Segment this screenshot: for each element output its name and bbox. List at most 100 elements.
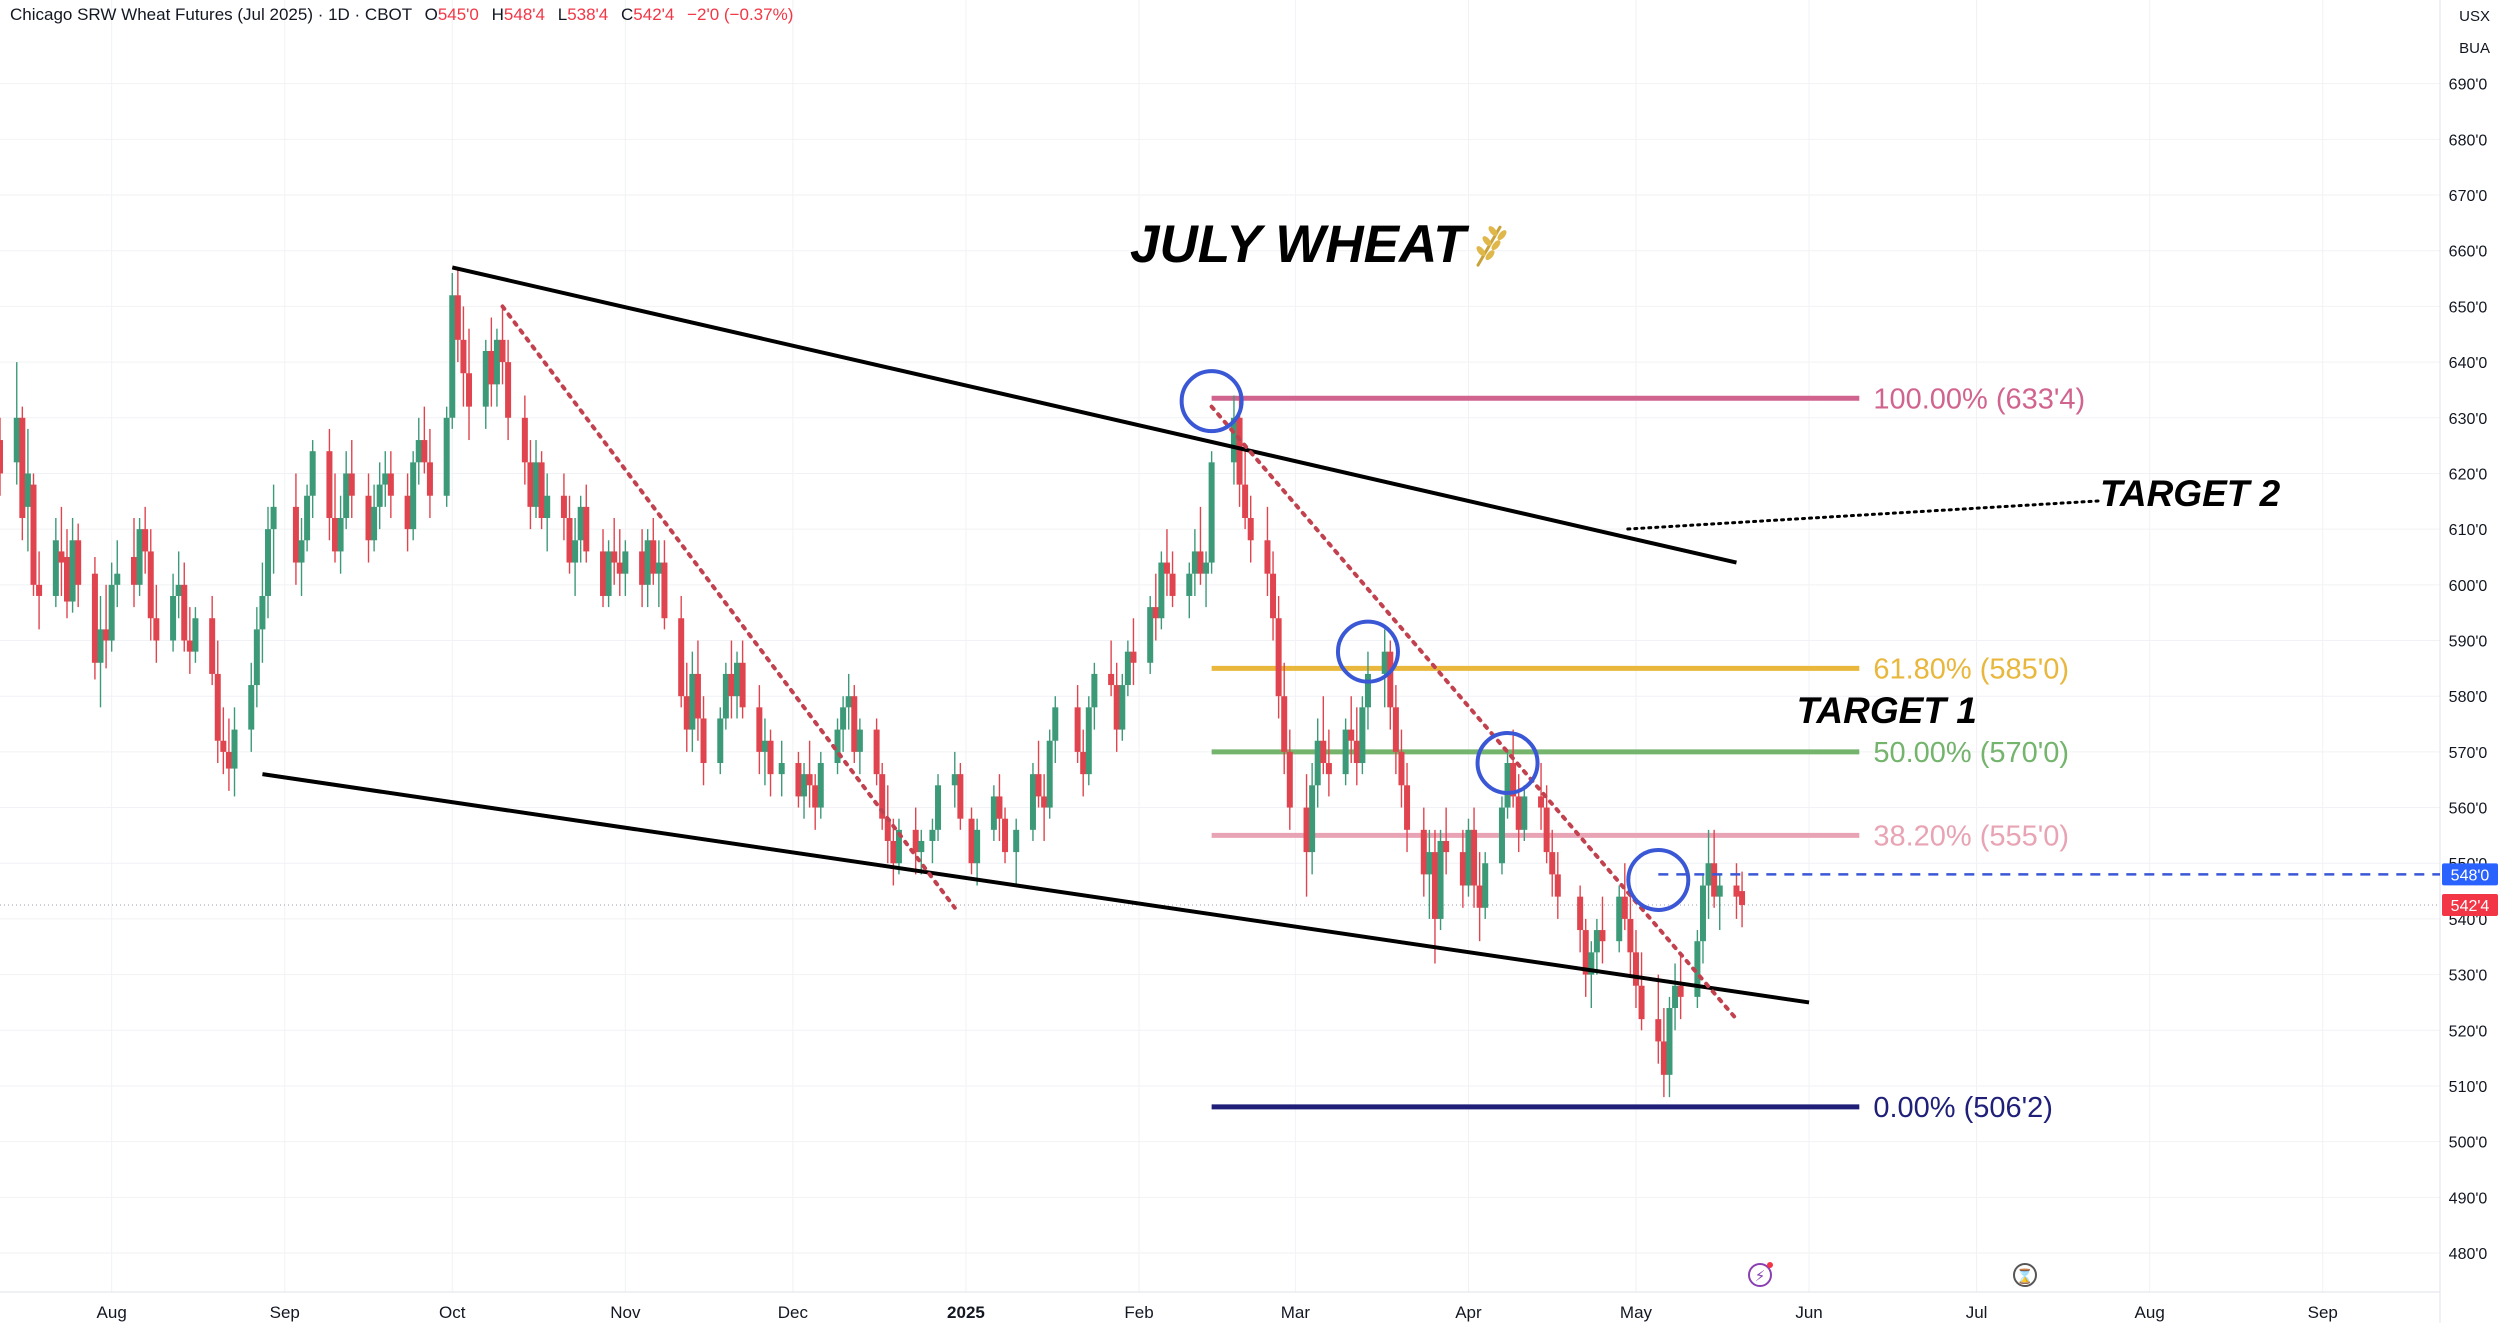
x-tick-label: 2025 bbox=[947, 1303, 985, 1322]
candle-body bbox=[220, 740, 227, 752]
candle-body bbox=[728, 673, 735, 697]
candle-body bbox=[739, 662, 746, 708]
y-tick-label: 540'0 bbox=[2449, 912, 2488, 929]
candle-body bbox=[248, 685, 255, 730]
candle-body bbox=[600, 551, 607, 596]
y-tick-label: 610'0 bbox=[2449, 522, 2488, 539]
y-tick-label: 490'0 bbox=[2449, 1190, 2488, 1207]
open-label: O bbox=[424, 5, 438, 24]
candle-body bbox=[756, 707, 763, 752]
candle-body bbox=[544, 495, 551, 519]
candle-body bbox=[449, 295, 456, 418]
candle-body bbox=[1197, 551, 1204, 574]
candle-body bbox=[734, 662, 741, 697]
candle-body bbox=[1392, 707, 1399, 752]
last-price-badge-label: 542'4 bbox=[2451, 898, 2490, 915]
candle-body bbox=[488, 350, 495, 385]
x-tick-label: Jun bbox=[1795, 1303, 1822, 1322]
candle-body bbox=[1085, 707, 1092, 775]
candle-body bbox=[52, 540, 59, 596]
candle-body bbox=[583, 506, 590, 552]
candle-body bbox=[75, 540, 82, 585]
y-tick-label: 480'0 bbox=[2449, 1246, 2488, 1263]
candle-body bbox=[1364, 673, 1371, 708]
x-tick-label: Jul bbox=[1966, 1303, 1988, 1322]
candle-body bbox=[1426, 852, 1433, 875]
x-tick-label: Oct bbox=[439, 1303, 466, 1322]
candle-body bbox=[1325, 763, 1332, 775]
candle-body bbox=[499, 339, 506, 363]
candle-body bbox=[91, 573, 98, 663]
candle-body bbox=[834, 729, 841, 764]
candle-body bbox=[376, 484, 383, 507]
symbol-title[interactable]: Chicago SRW Wheat Futures (Jul 2025) · 1… bbox=[10, 5, 412, 24]
candle-body bbox=[421, 440, 428, 463]
currency-label[interactable]: USX bbox=[2459, 8, 2490, 25]
candle-body bbox=[655, 562, 662, 574]
candle-body bbox=[722, 673, 729, 719]
wheat-grain bbox=[1476, 246, 1486, 257]
x-tick-label: Feb bbox=[1124, 1303, 1153, 1322]
target1-label: TARGET 1 bbox=[1797, 690, 1977, 731]
hourglass-event-icon[interactable] bbox=[2013, 1263, 2037, 1287]
candle-body bbox=[1504, 763, 1511, 808]
x-tick-label: May bbox=[1620, 1303, 1653, 1322]
candle-body bbox=[36, 584, 43, 596]
candle-body bbox=[1521, 796, 1528, 830]
fib-label: 50.00% (570'0) bbox=[1873, 737, 2069, 769]
candle-body bbox=[332, 518, 339, 552]
lightning-event-icon[interactable] bbox=[1748, 1263, 1772, 1287]
candle-body bbox=[622, 551, 629, 574]
candle-body bbox=[1074, 707, 1081, 752]
y-tick-label: 570'0 bbox=[2449, 745, 2488, 762]
candle-body bbox=[1621, 896, 1628, 919]
candle-body bbox=[1314, 740, 1321, 786]
candle-body bbox=[97, 629, 104, 663]
candle-body bbox=[1029, 774, 1036, 830]
candle-body bbox=[577, 506, 584, 541]
candle-body bbox=[1359, 707, 1366, 764]
candle-body bbox=[840, 707, 847, 730]
candle-body bbox=[1342, 729, 1349, 775]
candle-body bbox=[817, 763, 824, 808]
candle-body bbox=[1404, 785, 1411, 830]
candle-body bbox=[1739, 891, 1746, 906]
candle-body bbox=[1577, 896, 1584, 931]
candle-body bbox=[348, 473, 355, 496]
candle-body bbox=[1013, 829, 1020, 853]
candle-body bbox=[795, 763, 802, 797]
candle-body bbox=[560, 495, 567, 519]
mode-label[interactable]: BUA bbox=[2459, 40, 2490, 57]
candle-body bbox=[884, 818, 891, 841]
candle-body bbox=[337, 518, 344, 552]
candle-body bbox=[873, 729, 880, 775]
wheat-grain bbox=[1482, 236, 1492, 247]
channel-lower-line bbox=[262, 772, 1810, 1005]
candle-body bbox=[1733, 885, 1740, 897]
fib-label: 0.00% (506'2) bbox=[1873, 1092, 2053, 1124]
open-value: 545'0 bbox=[437, 5, 479, 24]
x-tick-label: Sep bbox=[2308, 1303, 2338, 1322]
candle-body bbox=[990, 796, 997, 830]
candle-body bbox=[1348, 729, 1355, 741]
candle-body bbox=[1716, 885, 1723, 897]
candle-body bbox=[778, 763, 785, 775]
candle-body bbox=[1549, 852, 1556, 875]
candle-body bbox=[265, 529, 272, 596]
candle-body bbox=[1554, 874, 1561, 897]
candle-body bbox=[460, 339, 467, 374]
candle-body bbox=[270, 506, 277, 530]
candle-body bbox=[957, 774, 964, 819]
candle-body bbox=[1638, 985, 1645, 1020]
low-label: L bbox=[557, 5, 568, 24]
candle-body bbox=[918, 840, 925, 853]
candle-body bbox=[661, 562, 668, 619]
fib-label: 38.20% (555'0) bbox=[1873, 820, 2069, 852]
candle-body bbox=[153, 618, 160, 641]
candle-body bbox=[1309, 785, 1316, 853]
candle-body bbox=[1593, 930, 1600, 953]
close-label: C bbox=[621, 5, 634, 24]
candle-body bbox=[812, 785, 819, 808]
